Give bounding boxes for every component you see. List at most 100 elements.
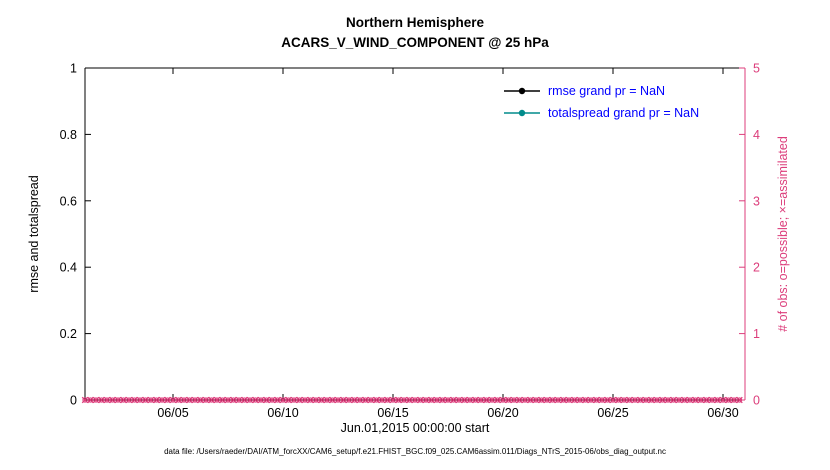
obs-assimilated-marker [186, 396, 193, 404]
obs-assimilated-marker [175, 396, 182, 404]
obs-possible-marker [120, 397, 127, 403]
obs-assimilated-marker [164, 396, 171, 404]
left-y-tick-label: 0.2 [60, 327, 77, 341]
obs-possible-marker [516, 397, 523, 403]
obs-possible-marker [269, 397, 275, 403]
obs-assimilated-marker [483, 396, 490, 404]
obs-possible-marker [500, 397, 506, 403]
obs-assimilated-marker [378, 396, 386, 404]
obs-assimilated-marker [417, 396, 424, 404]
obs-assimilated-marker [411, 396, 419, 404]
obs-possible-marker [577, 397, 583, 403]
obs-possible-marker [626, 397, 633, 403]
obs-assimilated-marker [653, 396, 661, 404]
obs-possible-marker [357, 397, 363, 403]
obs-possible-marker [692, 397, 699, 403]
obs-assimilated-marker [472, 396, 479, 404]
obs-assimilated-marker [136, 396, 144, 404]
obs-possible-marker [731, 397, 737, 403]
obs-assimilated-marker [615, 396, 622, 404]
obs-possible-marker [329, 397, 336, 403]
left-y-tick-label: 0.6 [60, 194, 77, 208]
obs-assimilated-marker [312, 396, 320, 404]
obs-possible-marker [241, 397, 248, 403]
obs-assimilated-marker [389, 396, 397, 404]
obs-possible-marker [467, 397, 473, 403]
obs-possible-marker [225, 397, 231, 403]
obs-possible-marker [461, 397, 468, 403]
obs-assimilated-marker [202, 396, 210, 404]
obs-possible-marker [637, 397, 644, 403]
obs-possible-marker [131, 397, 138, 403]
obs-possible-marker [654, 397, 660, 403]
obs-possible-marker [362, 397, 369, 403]
obs-assimilated-marker [626, 396, 633, 404]
obs-possible-marker [648, 397, 655, 403]
obs-assimilated-marker [642, 396, 650, 404]
obs-possible-marker [439, 397, 446, 403]
obs-assimilated-marker [109, 396, 116, 404]
obs-assimilated-marker [230, 396, 237, 404]
obs-possible-marker [109, 397, 116, 403]
obs-possible-marker [87, 397, 94, 403]
obs-assimilated-marker [329, 396, 336, 404]
x-tick-label: 06/10 [267, 406, 298, 420]
obs-assimilated-marker [252, 396, 259, 404]
obs-possible-marker [714, 397, 721, 403]
obs-assimilated-marker [351, 396, 358, 404]
obs-possible-marker [208, 397, 215, 403]
obs-possible-marker [318, 397, 325, 403]
obs-assimilated-marker [527, 396, 534, 404]
obs-possible-marker [555, 397, 561, 403]
obs-possible-marker [582, 397, 589, 403]
obs-possible-marker [494, 397, 501, 403]
obs-assimilated-marker [169, 396, 177, 404]
obs-possible-marker [665, 397, 671, 403]
obs-assimilated-marker [296, 396, 303, 404]
left-y-tick-label: 0 [70, 394, 77, 408]
obs-assimilated-marker [571, 396, 578, 404]
obs-assimilated-marker [703, 396, 710, 404]
obs-possible-marker [164, 397, 171, 403]
x-tick-label: 06/25 [597, 406, 628, 420]
obs-assimilated-marker [153, 396, 160, 404]
obs-assimilated-marker [373, 396, 380, 404]
obs-assimilated-marker [686, 396, 694, 404]
right-y-tick-label: 5 [753, 62, 760, 76]
obs-possible-marker [351, 397, 358, 403]
obs-assimilated-marker [428, 396, 435, 404]
legend-label-rmse: rmse grand pr = NaN [548, 84, 666, 98]
obs-assimilated-marker [609, 396, 617, 404]
obs-assimilated-marker [213, 396, 221, 404]
obs-possible-marker [252, 397, 259, 403]
legend-label-totalspread: totalspread grand pr = NaN [548, 106, 700, 120]
obs-possible-marker [643, 397, 649, 403]
obs-assimilated-marker [538, 396, 545, 404]
x-tick-label: 06/15 [377, 406, 408, 420]
obs-assimilated-marker [92, 396, 100, 404]
obs-assimilated-marker [681, 396, 688, 404]
totalspread-line-marker-icon [504, 109, 540, 117]
obs-possible-marker [687, 397, 693, 403]
obs-possible-marker [423, 397, 429, 403]
obs-assimilated-marker [180, 396, 188, 404]
obs-assimilated-marker [450, 396, 457, 404]
obs-possible-marker [544, 397, 550, 403]
obs-assimilated-marker [219, 396, 226, 404]
right-y-tick-label: 4 [753, 128, 760, 142]
obs-assimilated-marker [263, 396, 270, 404]
obs-possible-marker [681, 397, 688, 403]
obs-possible-marker [610, 397, 616, 403]
obs-assimilated-marker [340, 396, 347, 404]
obs-assimilated-marker [125, 396, 133, 404]
obs-assimilated-marker [444, 396, 452, 404]
legend-entry-totalspread: totalspread grand pr = NaN [503, 102, 699, 124]
left-axis-label: rmse and totalspread [27, 175, 41, 293]
obs-possible-marker [126, 397, 132, 403]
obs-assimilated-marker [543, 396, 551, 404]
obs-possible-marker [148, 397, 154, 403]
rmse-line-marker-icon [504, 87, 540, 95]
obs-possible-marker [698, 397, 704, 403]
x-axis-label: Jun.01,2015 00:00:00 start [340, 421, 490, 435]
